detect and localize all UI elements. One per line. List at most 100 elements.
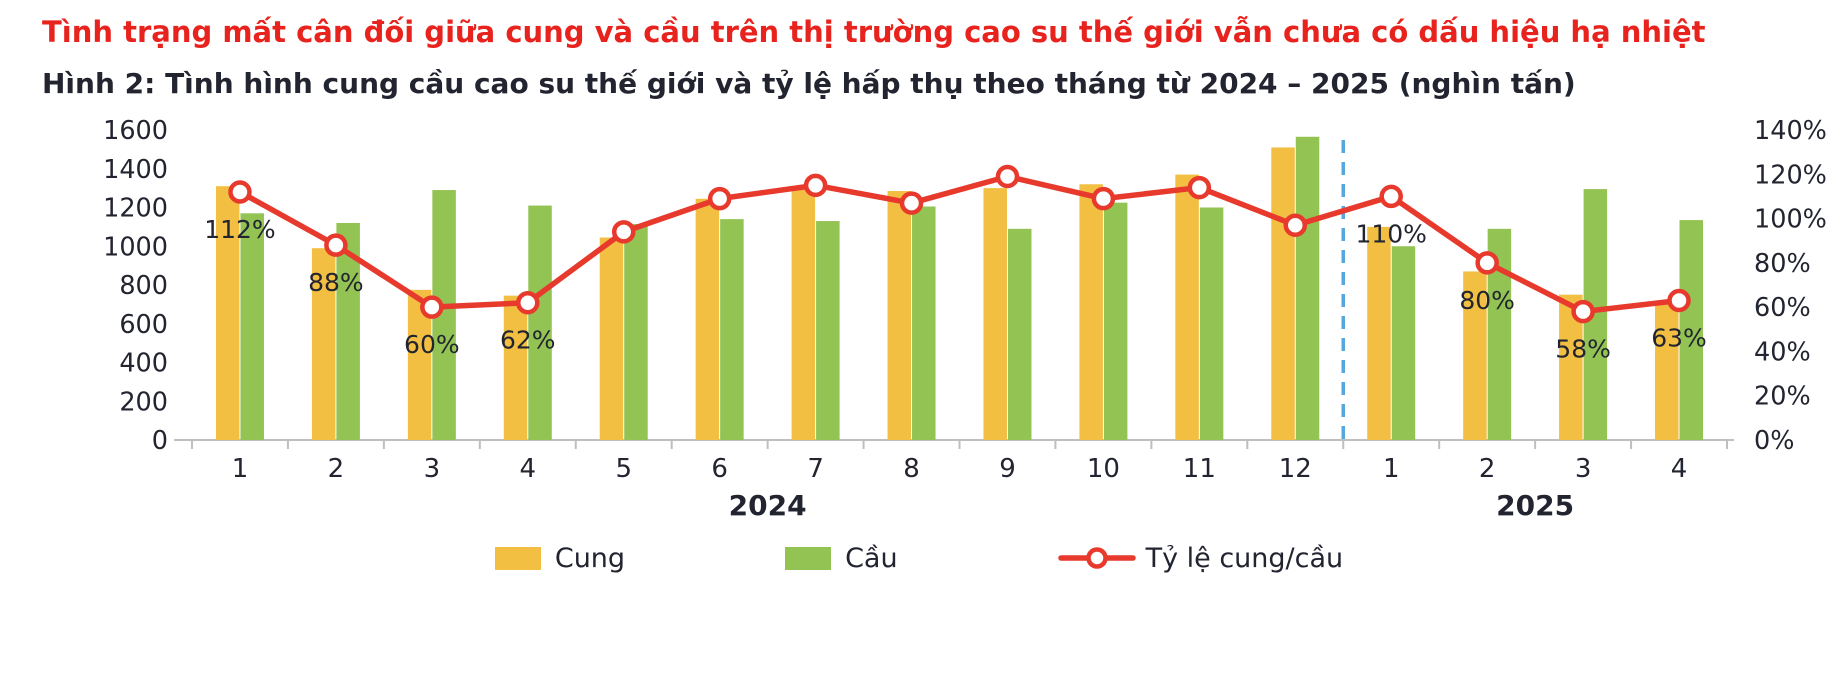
left-axis-tick-label: 600 xyxy=(119,310,168,340)
ratio-marker xyxy=(324,233,348,257)
right-axis-tick-label: 140% xyxy=(1754,116,1827,146)
bar-cau xyxy=(720,218,744,440)
bar-cau xyxy=(1679,219,1704,440)
right-axis-tick-label: 0% xyxy=(1754,426,1794,456)
supply-demand-chart: 0 200 400 600 800 1000 1200 1400 1600 0% 20% 40% 60%… xyxy=(103,116,1827,522)
ratio-point-label: 80% xyxy=(1459,286,1515,315)
left-axis-tick-label: 1000 xyxy=(103,232,168,262)
right-axis-tick-label: 40% xyxy=(1754,337,1811,367)
bar-cau xyxy=(1391,246,1416,440)
bar-cau xyxy=(1583,188,1608,440)
ratio-point-label: 88% xyxy=(308,268,364,297)
x-axis-label: 12 xyxy=(1279,454,1312,484)
legend-item-cau: Cầu xyxy=(785,543,898,574)
ratio-marker xyxy=(228,180,252,204)
ratio-marker xyxy=(803,173,828,197)
chart-container: 0 200 400 600 800 1000 1200 1400 1600 0% 20% 40% 60%… xyxy=(42,105,1827,529)
figure-caption: Hình 2: Tình hình cung cầu cao su thế gi… xyxy=(42,67,1576,101)
x-axis-label: 4 xyxy=(1671,454,1688,484)
ratio-marker xyxy=(1379,184,1403,209)
bar-cung xyxy=(1655,301,1679,440)
bar-cau xyxy=(432,189,456,440)
ratio-marker xyxy=(1667,288,1691,313)
x-axis-label: 10 xyxy=(1087,454,1120,484)
bar-cau xyxy=(1487,228,1512,440)
legend-label-cau: Cầu xyxy=(845,542,898,574)
left-axis-tick-label: 1200 xyxy=(103,193,168,223)
bar-cung xyxy=(1175,174,1199,440)
ratio-line-marker-icon xyxy=(1057,547,1136,570)
ratio-marker xyxy=(899,191,924,215)
right-axis-tick-label: 20% xyxy=(1754,382,1811,412)
x-axis-label: 2 xyxy=(1479,454,1496,484)
bar-cau xyxy=(1199,207,1224,440)
bar-cung xyxy=(791,188,816,440)
bar-cung xyxy=(599,237,624,440)
bar-cau xyxy=(1295,136,1320,440)
x-axis-label: 11 xyxy=(1183,454,1216,484)
x-axis-label: 6 xyxy=(711,454,728,484)
x-axis-label: 8 xyxy=(903,454,920,484)
right-axis-tick-label: 60% xyxy=(1754,293,1811,323)
ratio-marker xyxy=(995,164,1020,189)
bar-cung xyxy=(887,190,912,440)
ratio-marker xyxy=(1187,175,1212,200)
year-label: 2025 xyxy=(1496,489,1574,522)
x-axis-label: 1 xyxy=(232,454,249,484)
bar-cung xyxy=(311,248,336,440)
bar-cung xyxy=(1079,184,1103,440)
bar-cung xyxy=(215,186,240,440)
bar-cung xyxy=(1271,147,1295,440)
ratio-point-label: 63% xyxy=(1651,323,1707,352)
ratio-marker xyxy=(707,186,732,211)
x-axis-label: 5 xyxy=(615,454,632,484)
left-axis-tick-label: 400 xyxy=(119,348,168,378)
left-axis-tick-label: 1400 xyxy=(103,155,168,185)
x-axis-label: 2 xyxy=(328,454,345,484)
x-axis-label: 4 xyxy=(520,454,537,484)
bar-cung xyxy=(983,187,1007,440)
ratio-marker xyxy=(420,295,444,319)
x-axis-label: 9 xyxy=(999,454,1016,484)
ratio-point-label: 112% xyxy=(204,215,275,244)
report-page: Tình trạng mất cân đối giữa cung và cầu … xyxy=(42,15,1827,574)
ratio-marker xyxy=(611,219,636,244)
bar-cung xyxy=(1367,226,1391,440)
bar-cung xyxy=(1463,271,1487,440)
left-axis-tick-label: 800 xyxy=(119,271,168,301)
bar-cau xyxy=(1103,202,1128,440)
cau-swatch-icon xyxy=(785,546,832,570)
right-axis-tick-label: 120% xyxy=(1754,160,1827,190)
left-axis-tick-label: 200 xyxy=(119,387,168,417)
x-axis-label: 3 xyxy=(424,454,441,484)
ratio-marker xyxy=(1091,186,1116,211)
bar-cau xyxy=(528,205,552,440)
year-label: 2024 xyxy=(729,489,807,522)
bar-cung xyxy=(695,198,720,440)
ratio-marker xyxy=(1475,250,1499,275)
chart-legend: Cung Cầu Tỷ lệ cung/cầu xyxy=(42,543,1796,574)
report-title: Tình trạng mất cân đối giữa cung và cầu … xyxy=(42,15,1706,49)
x-axis-label: 1 xyxy=(1383,454,1400,484)
legend-item-cung: Cung xyxy=(494,542,626,574)
bar-cung xyxy=(1559,294,1583,440)
legend-label-ratio: Tỷ lệ cung/cầu xyxy=(1145,542,1344,574)
ratio-marker xyxy=(1571,299,1595,324)
ratio-point-label: 62% xyxy=(500,326,556,355)
left-axis-tick-label: 1600 xyxy=(103,116,168,146)
legend-item-ratio: Tỷ lệ cung/cầu xyxy=(1057,542,1344,574)
bar-cau xyxy=(912,206,936,440)
bar-cau xyxy=(1007,228,1032,440)
bar-cau xyxy=(624,223,648,440)
right-axis-tick-label: 80% xyxy=(1754,249,1811,279)
bar-cung xyxy=(503,295,528,440)
ratio-line xyxy=(237,173,1682,315)
x-axis-label: 3 xyxy=(1575,454,1592,484)
left-axis-tick-label: 0 xyxy=(152,426,168,456)
bar-cau xyxy=(816,220,840,440)
ratio-point-label: 58% xyxy=(1555,334,1611,363)
bar-cau xyxy=(240,213,264,440)
cung-swatch-icon xyxy=(494,546,541,570)
x-axis-label: 7 xyxy=(807,454,824,484)
legend-label-cung: Cung xyxy=(554,542,626,574)
